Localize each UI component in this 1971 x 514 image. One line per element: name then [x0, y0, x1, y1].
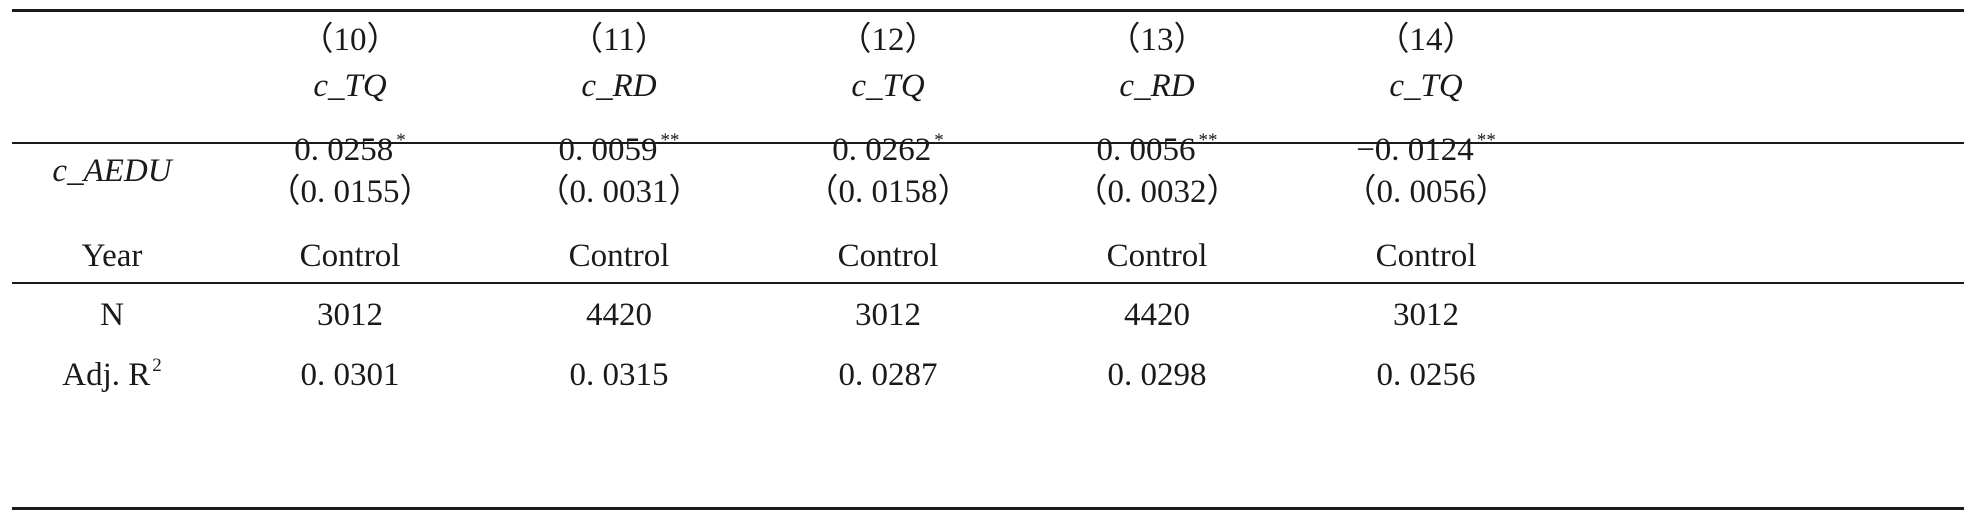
adj-r2-cell: 0. 0298: [1107, 357, 1207, 393]
year-cell: Control: [1375, 238, 1477, 274]
coef-rule: [12, 282, 1964, 284]
significance-stars: **: [1476, 130, 1496, 151]
standard-error: （0. 0032）: [1074, 174, 1240, 210]
year-cell: Control: [1106, 238, 1208, 274]
coef-value: 0. 0262 *: [832, 130, 944, 168]
col-number: （12）: [838, 22, 938, 58]
col-dependent-var: c_TQ: [313, 68, 387, 104]
row-label-c-aedu: c_AEDU: [52, 153, 172, 189]
n-cell: 3012: [1393, 297, 1459, 333]
n-cell: 3012: [855, 297, 921, 333]
col-dependent-var: c_TQ: [851, 68, 925, 104]
standard-error: （0. 0056）: [1343, 174, 1509, 210]
row-label-n: N: [100, 297, 124, 333]
year-cell: Control: [837, 238, 939, 274]
bottom-rule: [12, 507, 1964, 510]
coef-value: 0. 0056 **: [1096, 130, 1218, 168]
coef-value: 0. 0059 **: [558, 130, 680, 168]
col-dependent-var: c_TQ: [1389, 68, 1463, 104]
col-number: （11）: [570, 22, 668, 58]
col-dependent-var: c_RD: [1119, 68, 1195, 104]
significance-stars: *: [396, 130, 406, 151]
col-number: （13）: [1107, 22, 1207, 58]
adj-r2-cell: 0. 0287: [838, 357, 938, 393]
n-cell: 4420: [586, 297, 652, 333]
adj-r2-cell: 0. 0256: [1376, 357, 1476, 393]
standard-error: （0. 0158）: [805, 174, 971, 210]
coef-value: 0. 0258 *: [294, 130, 406, 168]
col-number: （14）: [1376, 22, 1476, 58]
header-rule: [12, 142, 1964, 144]
standard-error: （0. 0155）: [267, 174, 433, 210]
year-cell: Control: [299, 238, 401, 274]
n-cell: 4420: [1124, 297, 1190, 333]
col-dependent-var: c_RD: [581, 68, 657, 104]
n-cell: 3012: [317, 297, 383, 333]
coef-value: −0. 0124 **: [1356, 130, 1496, 168]
year-cell: Control: [568, 238, 670, 274]
row-label-year: Year: [81, 238, 143, 274]
significance-stars: *: [934, 130, 944, 151]
adj-r2-cell: 0. 0315: [569, 357, 669, 393]
top-rule: [12, 9, 1964, 12]
significance-stars: **: [660, 130, 680, 151]
significance-stars: **: [1198, 130, 1218, 151]
standard-error: （0. 0031）: [536, 174, 702, 210]
col-number: （10）: [300, 22, 400, 58]
superscript-2: 2: [152, 355, 162, 376]
adj-r2-cell: 0. 0301: [300, 357, 400, 393]
